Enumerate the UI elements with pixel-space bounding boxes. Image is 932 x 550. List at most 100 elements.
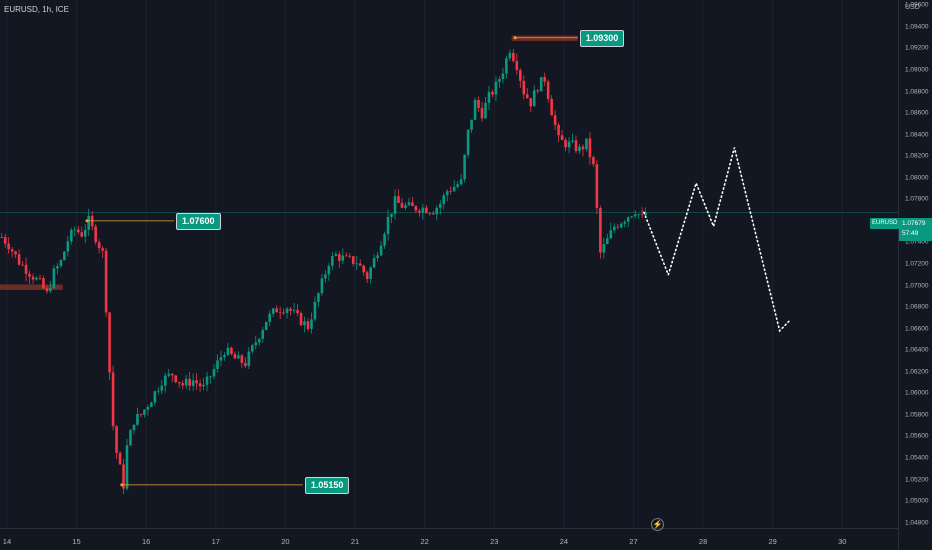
time-tick: 21 — [350, 537, 360, 546]
candle-body — [73, 229, 77, 231]
candle-body — [525, 94, 529, 99]
candle-body — [327, 265, 331, 275]
candle-body — [167, 373, 171, 376]
symbol-title[interactable]: EURUSD, 1h, ICE — [4, 5, 69, 14]
candle-body — [244, 362, 247, 367]
candle-body — [393, 196, 397, 214]
candle-body — [599, 207, 602, 253]
candle-body — [331, 255, 334, 266]
candle-body — [174, 375, 178, 382]
currency-label: USD — [905, 4, 920, 11]
price-tick: 1.09400 — [905, 23, 929, 31]
candle-body — [411, 202, 414, 207]
candle-body — [550, 98, 553, 116]
candle-body — [606, 238, 609, 245]
candle-body — [324, 274, 327, 279]
candle-body — [421, 207, 425, 213]
candle-body — [97, 242, 101, 249]
candle-body — [129, 430, 132, 446]
candle-body — [35, 277, 38, 280]
candle-body — [17, 254, 21, 265]
candle-body — [463, 154, 466, 180]
candle-body — [59, 260, 63, 267]
price-tick: 1.08600 — [905, 109, 929, 117]
candle-body — [376, 255, 379, 258]
candle-body — [271, 308, 275, 314]
candle-body — [285, 308, 289, 313]
candle-body — [588, 138, 592, 158]
candle-body — [362, 265, 365, 273]
time-tick: 20 — [281, 537, 290, 546]
candle-body — [226, 347, 230, 356]
candle-body — [567, 141, 571, 148]
candle-body — [571, 140, 574, 142]
candle-body — [184, 378, 188, 386]
candle-body — [38, 277, 42, 279]
candle-body — [400, 202, 404, 208]
level-label-1-07600[interactable]: 1.07600 — [176, 212, 221, 230]
candle-body — [473, 99, 477, 120]
candle-body — [303, 321, 306, 326]
candle-body — [390, 213, 393, 217]
candle-body — [212, 369, 216, 377]
candle-body — [163, 375, 167, 386]
candle-body — [484, 102, 487, 119]
candle-body — [157, 390, 160, 392]
candle-body — [404, 205, 407, 208]
candle-body — [585, 138, 588, 150]
candle-body — [397, 196, 400, 203]
candle-body — [498, 79, 501, 82]
candle-body — [94, 226, 97, 243]
price-tick: 1.07800 — [905, 195, 929, 203]
price-tick: 1.06400 — [905, 346, 929, 354]
candle-body — [188, 378, 191, 386]
candle-body — [445, 191, 449, 196]
time-tick: 28 — [698, 537, 708, 546]
candle-body — [431, 213, 435, 215]
candle-body — [379, 245, 383, 256]
candle-body — [480, 107, 484, 119]
level-label-1-09300[interactable]: 1.09300 — [579, 29, 625, 47]
candle-body — [602, 244, 606, 253]
candle-body — [299, 313, 303, 326]
candle-body — [425, 207, 428, 214]
level-lines — [85, 36, 578, 487]
price-tick: 1.08200 — [905, 152, 929, 160]
price-tick: 1.06600 — [905, 325, 929, 333]
candle-body — [45, 288, 49, 292]
price-axis-border — [898, 0, 899, 550]
lightning-icon[interactable]: ⚡ — [651, 518, 664, 531]
candle-body — [191, 380, 195, 386]
candle-body — [306, 321, 310, 329]
candle-body — [14, 251, 17, 255]
candle-body — [310, 319, 313, 329]
time-tick: 17 — [211, 537, 220, 546]
candle-body — [3, 237, 7, 244]
time-tick: 15 — [72, 537, 81, 546]
candle-body — [428, 213, 432, 214]
price-tick: 1.05800 — [905, 411, 929, 419]
candle-body — [414, 206, 418, 211]
candle-body — [334, 254, 338, 256]
time-tick: 22 — [420, 537, 429, 546]
candle-body — [456, 184, 459, 187]
price-tick: 1.05000 — [905, 497, 929, 505]
candle-body — [508, 52, 512, 59]
candle-body — [132, 424, 136, 431]
candle-body — [275, 308, 278, 313]
level-label-1-05150[interactable]: 1.05150 — [304, 476, 350, 494]
candle-body — [640, 214, 644, 216]
candle-body — [219, 357, 223, 361]
candle-body — [195, 380, 198, 384]
supply-demand-zone — [511, 35, 578, 41]
candle-body — [512, 52, 515, 61]
candle-body — [543, 77, 546, 82]
candle-body — [386, 216, 390, 234]
candle-body — [519, 70, 522, 81]
candle-body — [10, 249, 14, 252]
candle-body — [487, 91, 491, 103]
candle-body — [449, 191, 452, 192]
candle-body — [80, 232, 84, 237]
candle-body — [529, 98, 533, 107]
